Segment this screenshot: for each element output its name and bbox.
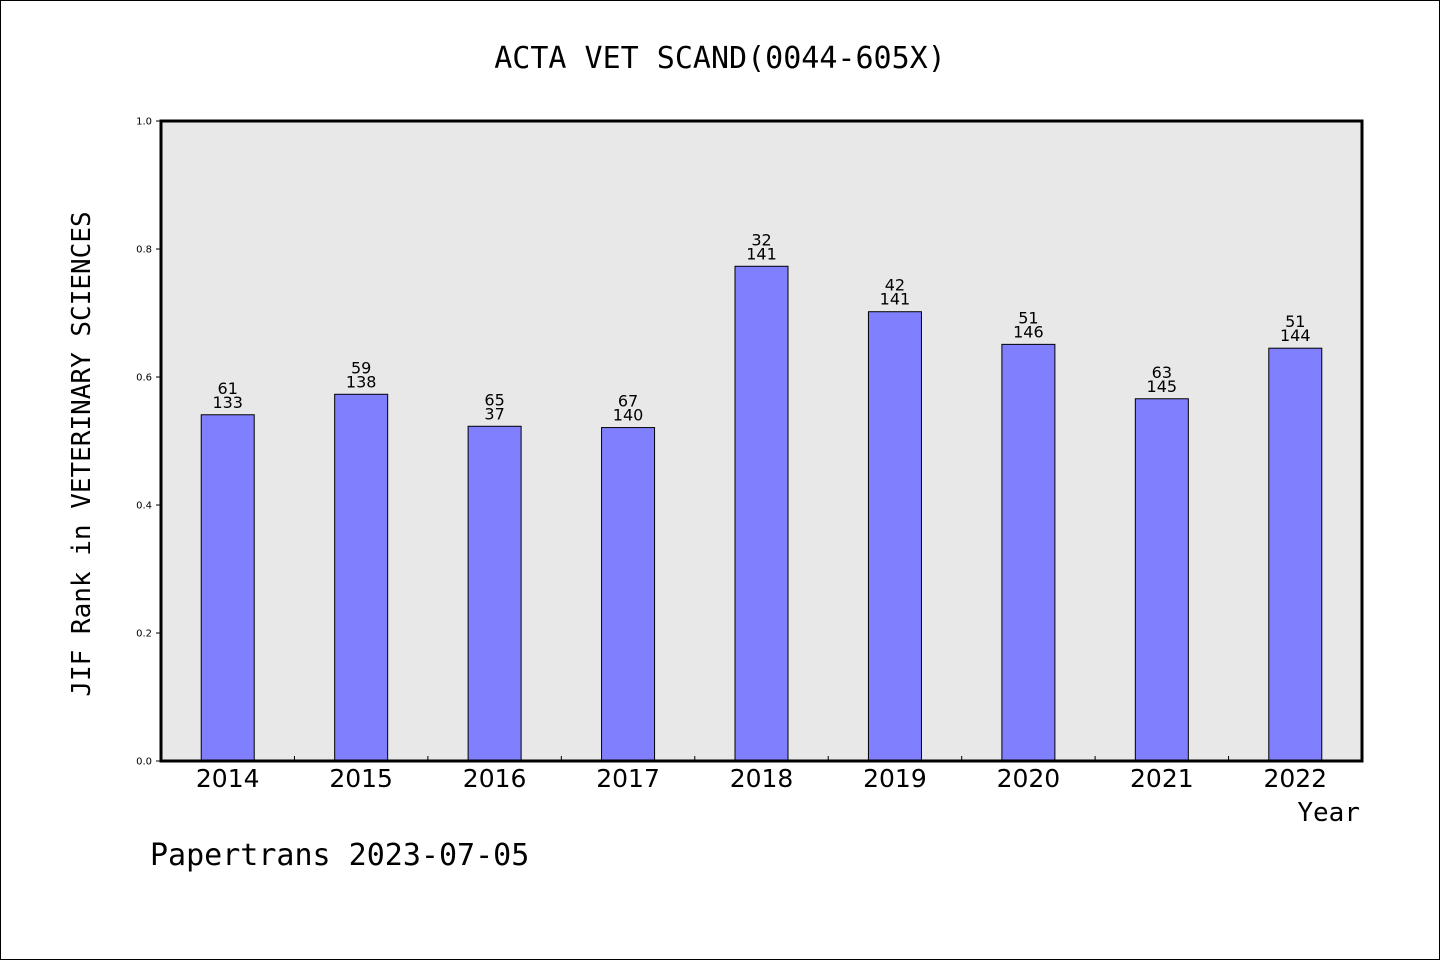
chart-title: ACTA VET SCAND(0044-605X) [494,41,946,76]
bar-2014 [200,414,255,762]
y-tick-label: 1.0 [136,117,152,128]
x-tick-label: 2014 [196,764,260,793]
bar-total-label: 144 [1280,326,1311,345]
x-tick-label: 2020 [997,764,1061,793]
bar-label-group: 6113359138653767140321414214151146631455… [212,230,1310,424]
bar-total-label: 140 [613,406,644,425]
footer-text: Papertrans 2023-07-05 [150,838,529,873]
bar-rank-label: 65 [484,390,504,409]
bar-rank-label: 67 [618,392,638,411]
bar-2015 [334,393,389,762]
bar-total-label: 37 [484,404,504,423]
bar-rank-label: 59 [351,358,371,377]
y-tick-label: 0.4 [136,501,152,512]
x-axis-title: Year [1297,798,1360,828]
y-axis-title: JIF Rank in VETERINARY SCIENCES [67,211,97,696]
x-tick-label: 2022 [1263,764,1327,793]
bar-total-label: 141 [746,244,777,263]
bar-rank-label: 63 [1152,363,1172,382]
bar-rank-label: 42 [885,276,905,295]
x-tick-label: 2015 [329,764,393,793]
x-tick-label: 2017 [596,764,660,793]
bar-rank-label: 32 [751,230,771,249]
y-tick-label: 0.8 [136,245,152,256]
bar-rank-label: 51 [1285,312,1305,331]
bar-2021 [1134,398,1189,762]
x-axis: 2014 2015 2016 2017 2018 2019 2020 2021 2022 [196,756,1327,793]
y-axis: 0.0 0.2 0.4 0.6 0.8 1.0 [136,117,161,768]
bar-total-label: 146 [1013,322,1044,341]
bar-2020 [1001,343,1056,762]
bar-total-label: 138 [346,372,377,391]
bar-group [200,265,1323,762]
y-tick-label: 0.6 [136,373,152,384]
bar-total-label: 145 [1147,377,1178,396]
bar-2016 [467,425,522,762]
bar-rank-label: 51 [1018,308,1038,327]
bar-2019 [867,311,922,762]
bar-total-label: 141 [880,290,911,309]
bar-2022 [1268,347,1323,762]
bar-total-label: 133 [212,393,243,412]
plot-border [159,119,1364,763]
y-tick-label: 0.0 [136,757,152,768]
y-tick-label: 0.2 [136,629,152,640]
x-tick-label: 2021 [1130,764,1194,793]
x-tick-label: 2018 [730,764,794,793]
x-tick-label: 2019 [863,764,927,793]
bar-2017 [601,427,656,762]
bar-rank-label: 61 [218,379,238,398]
x-tick-label: 2016 [463,764,527,793]
bar-2018 [734,265,789,762]
